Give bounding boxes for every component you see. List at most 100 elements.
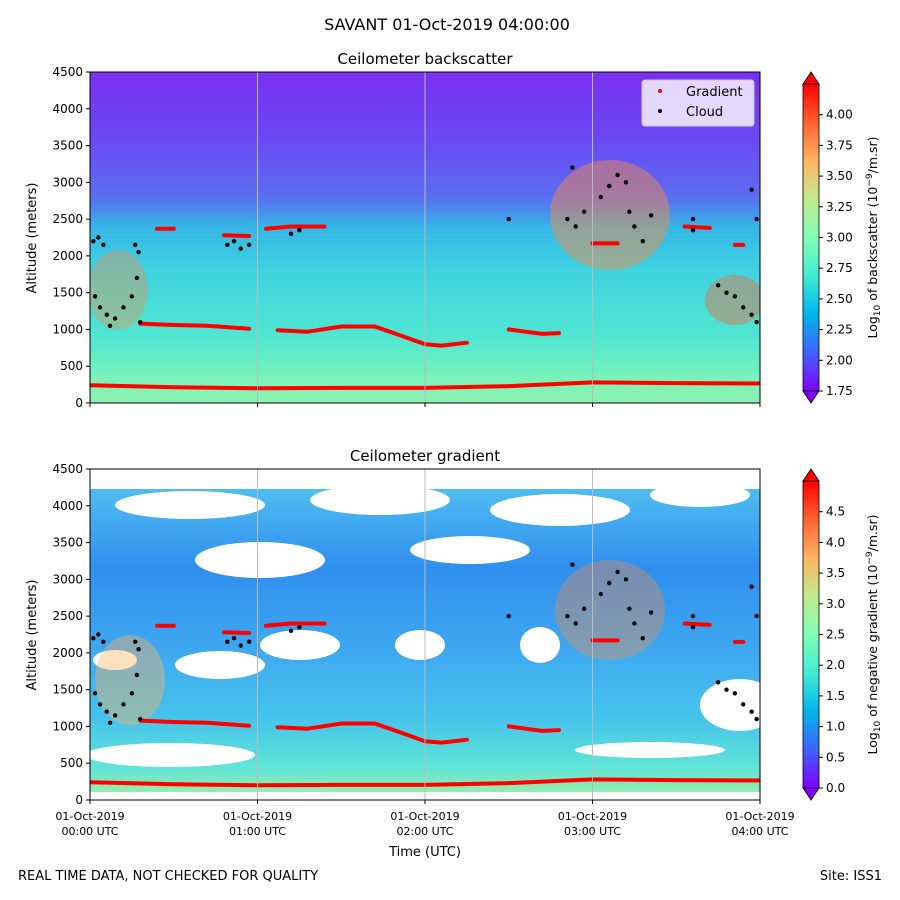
legend-gradient-label: Gradient — [686, 85, 743, 100]
cloud-point — [581, 606, 587, 611]
colorbar-tick-label: 0.5 — [826, 750, 845, 764]
cloud-point — [623, 180, 629, 185]
footer-site: Site: ISS1 — [819, 869, 882, 884]
cloud-point — [690, 613, 696, 619]
cloud-point — [640, 635, 645, 641]
cloud-point — [640, 238, 645, 244]
cloud-point — [133, 639, 138, 645]
y-tick-label: 1500 — [52, 286, 83, 300]
backscatter-cloud-patch — [550, 160, 670, 270]
cloud-point — [754, 319, 759, 325]
cloud-point — [648, 610, 654, 615]
colorbar-tick-label: 3.50 — [826, 169, 853, 183]
colorbar-tick-label: 2.75 — [826, 261, 853, 275]
cloud-point — [101, 639, 106, 645]
cloud-point — [732, 294, 738, 299]
gradient-layer-segment — [275, 721, 469, 745]
y-tick-label: 3500 — [52, 139, 83, 153]
backscatter-cloud-patch — [90, 250, 148, 330]
y-tick-label: 1000 — [52, 322, 83, 336]
cloud-point — [690, 624, 696, 630]
colorbar-tick-label: 3.5 — [826, 566, 845, 580]
cloud-point — [581, 209, 587, 214]
cloud-point — [598, 591, 604, 597]
cloud-point — [288, 628, 294, 634]
gradient-xlabel: Time (UTC) — [388, 845, 461, 860]
gradient-layer-segment — [682, 224, 712, 230]
x-tick-time: 02:00 UTC — [396, 825, 453, 838]
cloud-point — [715, 680, 721, 685]
cloud-point — [506, 613, 511, 619]
cloud-point — [690, 216, 696, 222]
cloud-point — [231, 635, 237, 641]
cloud-point — [112, 316, 118, 321]
y-tick-label: 1000 — [52, 719, 83, 733]
y-tick-label: 0 — [75, 793, 83, 807]
cloud-point — [133, 242, 138, 248]
cloud-point — [92, 294, 98, 299]
y-tick-label: 3000 — [52, 175, 83, 189]
colorbar-tick-label: 3.75 — [826, 138, 853, 152]
x-tick-time: 04:00 UTC — [731, 825, 788, 838]
cloud-point — [724, 687, 729, 692]
y-tick-label: 500 — [60, 756, 83, 770]
backscatter-ylabel: Altitude (meters) — [25, 183, 40, 294]
legend-box — [641, 79, 755, 127]
colorbar — [802, 83, 820, 392]
colorbar-extend-min — [802, 390, 820, 404]
cloud-point — [749, 312, 754, 317]
x-tick-time: 03:00 UTC — [564, 825, 621, 838]
cloud-point — [565, 613, 570, 619]
cloud-point — [297, 624, 302, 630]
colorbar-tick-label: 3.00 — [826, 231, 853, 245]
cloud-point — [573, 224, 578, 229]
cloud-point — [632, 621, 637, 626]
gradient-cloud-patch — [95, 635, 165, 725]
cloud-point — [607, 580, 612, 586]
cloud-point — [297, 227, 302, 233]
cloud-point — [121, 702, 126, 707]
cloud-point — [97, 702, 103, 707]
gradient-layer-segment — [275, 324, 469, 348]
backscatter-panel: Ceilometer backscatter 0 500 1000 1500 2000 2… — [25, 50, 883, 410]
y-tick-label: 4500 — [52, 65, 83, 79]
cloud-point — [749, 187, 754, 192]
y-tick-label: 3000 — [52, 572, 83, 586]
cloud-point — [101, 242, 106, 248]
cloud-point — [565, 216, 570, 222]
cloud-point — [231, 238, 237, 244]
colorbar-label: Log10 of backscatter (10−9/m.sr) — [865, 136, 883, 338]
cloud-point — [96, 632, 101, 637]
colorbar-extend-min — [802, 787, 820, 801]
cloud-point — [136, 250, 141, 255]
gradient-layer-segment — [222, 630, 252, 635]
cloud-point — [570, 562, 575, 567]
cloud-point — [136, 647, 141, 652]
cloud-point — [96, 235, 101, 240]
x-tick-date: 01-Oct-2019 — [390, 810, 459, 823]
y-tick-label: 4500 — [52, 462, 83, 476]
cloud-point — [623, 577, 629, 582]
legend: Gradient Cloud — [641, 79, 755, 127]
cloud-point — [134, 275, 140, 281]
cloud-point — [615, 172, 620, 178]
cloud-point — [754, 613, 759, 619]
x-tick-date: 01-Oct-2019 — [558, 810, 627, 823]
gradient-layer-segment — [506, 724, 561, 733]
colorbar — [802, 480, 820, 789]
x-tick-date: 01-Oct-2019 — [725, 810, 794, 823]
y-tick-label: 2000 — [52, 646, 83, 660]
cloud-point — [238, 246, 243, 251]
cloud-point — [107, 323, 113, 328]
gradient-layer-segment — [682, 621, 712, 627]
backscatter-title: Ceilometer backscatter — [337, 50, 513, 68]
cloud-point — [107, 720, 113, 725]
cloud-point — [238, 643, 243, 648]
x-tick-time: 01:00 UTC — [229, 825, 286, 838]
cloud-point — [749, 584, 754, 589]
y-tick-label: 2500 — [52, 609, 83, 623]
legend-cloud-label: Cloud — [686, 105, 723, 120]
colorbar-tick-label: 4.5 — [826, 505, 845, 519]
x-tick-date: 01-Oct-2019 — [223, 810, 292, 823]
gradient-ylabel: Altitude (meters) — [25, 580, 40, 691]
